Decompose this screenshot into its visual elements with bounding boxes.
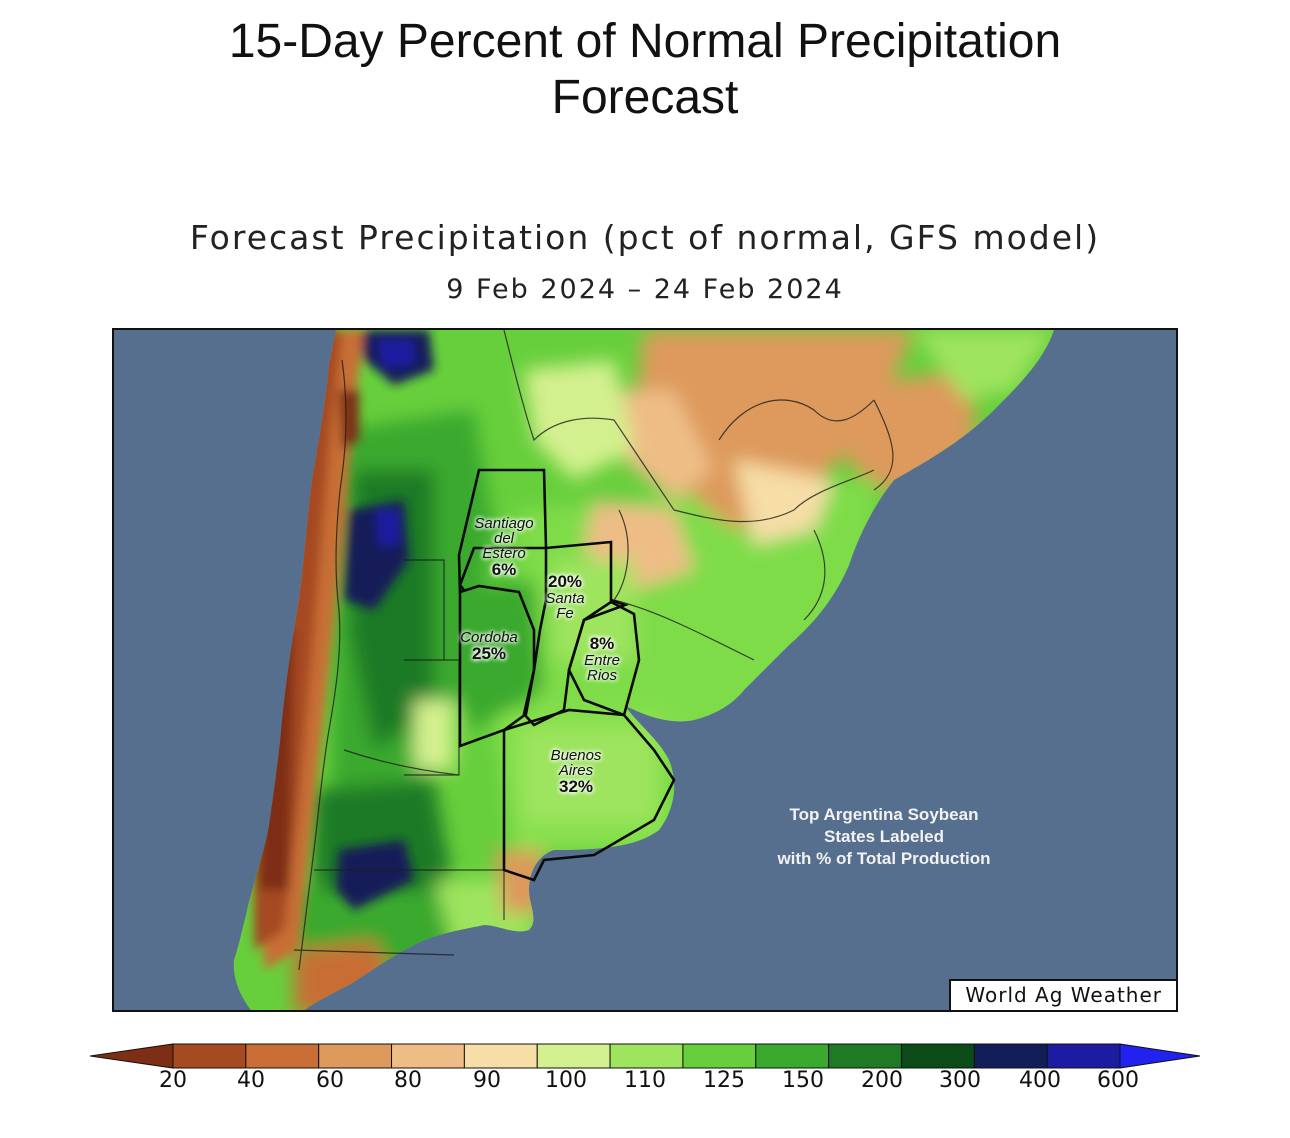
- legend-label: 400: [1019, 1068, 1061, 1093]
- legend-swatch: [1046, 1043, 1121, 1069]
- legend-label: 60: [316, 1068, 344, 1093]
- legend-swatch: [318, 1043, 393, 1069]
- legend-labels: 20 40 60 80 90 100 110 125 150 200 300 4…: [0, 1068, 1290, 1100]
- region-share: 32%: [558, 777, 594, 796]
- map-title: Forecast Precipitation (pct of normal, G…: [189, 218, 1101, 257]
- legend-swatch: [245, 1043, 320, 1069]
- soybean-states-note: Top Argentina Soybean States Labeled wit…: [754, 804, 1014, 870]
- legend-swatch: [973, 1043, 1048, 1069]
- soy-state-outlines: [457, 468, 676, 882]
- region-share: 20%: [547, 572, 583, 591]
- legend-label: 20: [159, 1068, 187, 1093]
- map-graphic: [114, 330, 1176, 1010]
- region-share: 25%: [471, 644, 507, 663]
- region-name-line: Cordoba: [460, 629, 518, 646]
- outline-santiago-del-estero: [457, 468, 548, 595]
- outline-cordoba: [458, 584, 536, 748]
- label-cordoba: Cordoba 25%: [444, 630, 534, 663]
- legend-label: 80: [394, 1068, 422, 1093]
- legend-label: 300: [939, 1068, 981, 1093]
- legend-label: 100: [545, 1068, 587, 1093]
- legend-label: 150: [782, 1068, 824, 1093]
- legend-swatch: [900, 1043, 975, 1069]
- legend-swatch-low-end: [90, 1043, 174, 1069]
- note-line-2: States Labeled: [824, 827, 944, 846]
- legend-swatch: [536, 1043, 611, 1069]
- region-name-line: Buenos: [550, 747, 602, 764]
- region-name-line: Santiago: [474, 515, 534, 532]
- legend-swatch: [755, 1043, 830, 1069]
- label-buenos-aires: Buenos Aires 32%: [534, 748, 618, 796]
- precipitation-map: Santiago del Estero 6% 20% Santa Fe Cord…: [112, 328, 1178, 1012]
- credit-label: World Ag Weather: [949, 979, 1176, 1010]
- label-santa-fe: 20% Santa Fe: [534, 572, 596, 622]
- legend-label: 110: [624, 1068, 666, 1093]
- legend-swatch-high-end: [1119, 1043, 1200, 1069]
- legend-swatch: [172, 1043, 247, 1069]
- note-line-3: with % of Total Production: [777, 849, 991, 868]
- label-entre-rios: 8% Entre Rios: [572, 634, 632, 684]
- page-title: 15-Day Percent of Normal Precipitation F…: [0, 14, 1290, 126]
- region-name-line: Estero: [482, 545, 526, 562]
- borders: [293, 330, 894, 971]
- page-title-line-1: 15-Day Percent of Normal Precipitation: [228, 15, 1062, 68]
- label-santiago-del-estero: Santiago del Estero 6%: [459, 516, 549, 579]
- outline-entre-rios: [567, 600, 641, 717]
- legend-label: 200: [861, 1068, 903, 1093]
- region-name-line: Fe: [556, 605, 574, 622]
- region-name-line: Entre: [584, 652, 620, 669]
- legend-swatch: [463, 1043, 538, 1069]
- page-title-line-2: Forecast: [551, 71, 739, 124]
- region-share: 6%: [491, 560, 517, 579]
- legend-swatch: [391, 1043, 465, 1069]
- legend-swatch: [828, 1043, 902, 1069]
- legend-label: 40: [237, 1068, 265, 1093]
- legend-label: 600: [1097, 1068, 1139, 1093]
- region-name-line: Aires: [558, 762, 594, 779]
- region-name-line: Santa: [545, 590, 585, 607]
- map-date-range: 9 Feb 2024 – 24 Feb 2024: [446, 274, 844, 305]
- region-share: 8%: [589, 634, 615, 653]
- legend-swatch: [682, 1043, 757, 1069]
- legend-colorbar: [90, 1043, 1200, 1069]
- outline-buenos-aires: [502, 708, 676, 882]
- legend-swatch: [609, 1043, 684, 1069]
- region-name-line: del: [493, 530, 515, 547]
- note-line-1: Top Argentina Soybean: [789, 805, 979, 824]
- outline-santa-fe: [522, 540, 629, 727]
- legend-label: 125: [703, 1068, 745, 1093]
- region-name-line: Rios: [586, 667, 617, 684]
- legend-label: 90: [473, 1068, 501, 1093]
